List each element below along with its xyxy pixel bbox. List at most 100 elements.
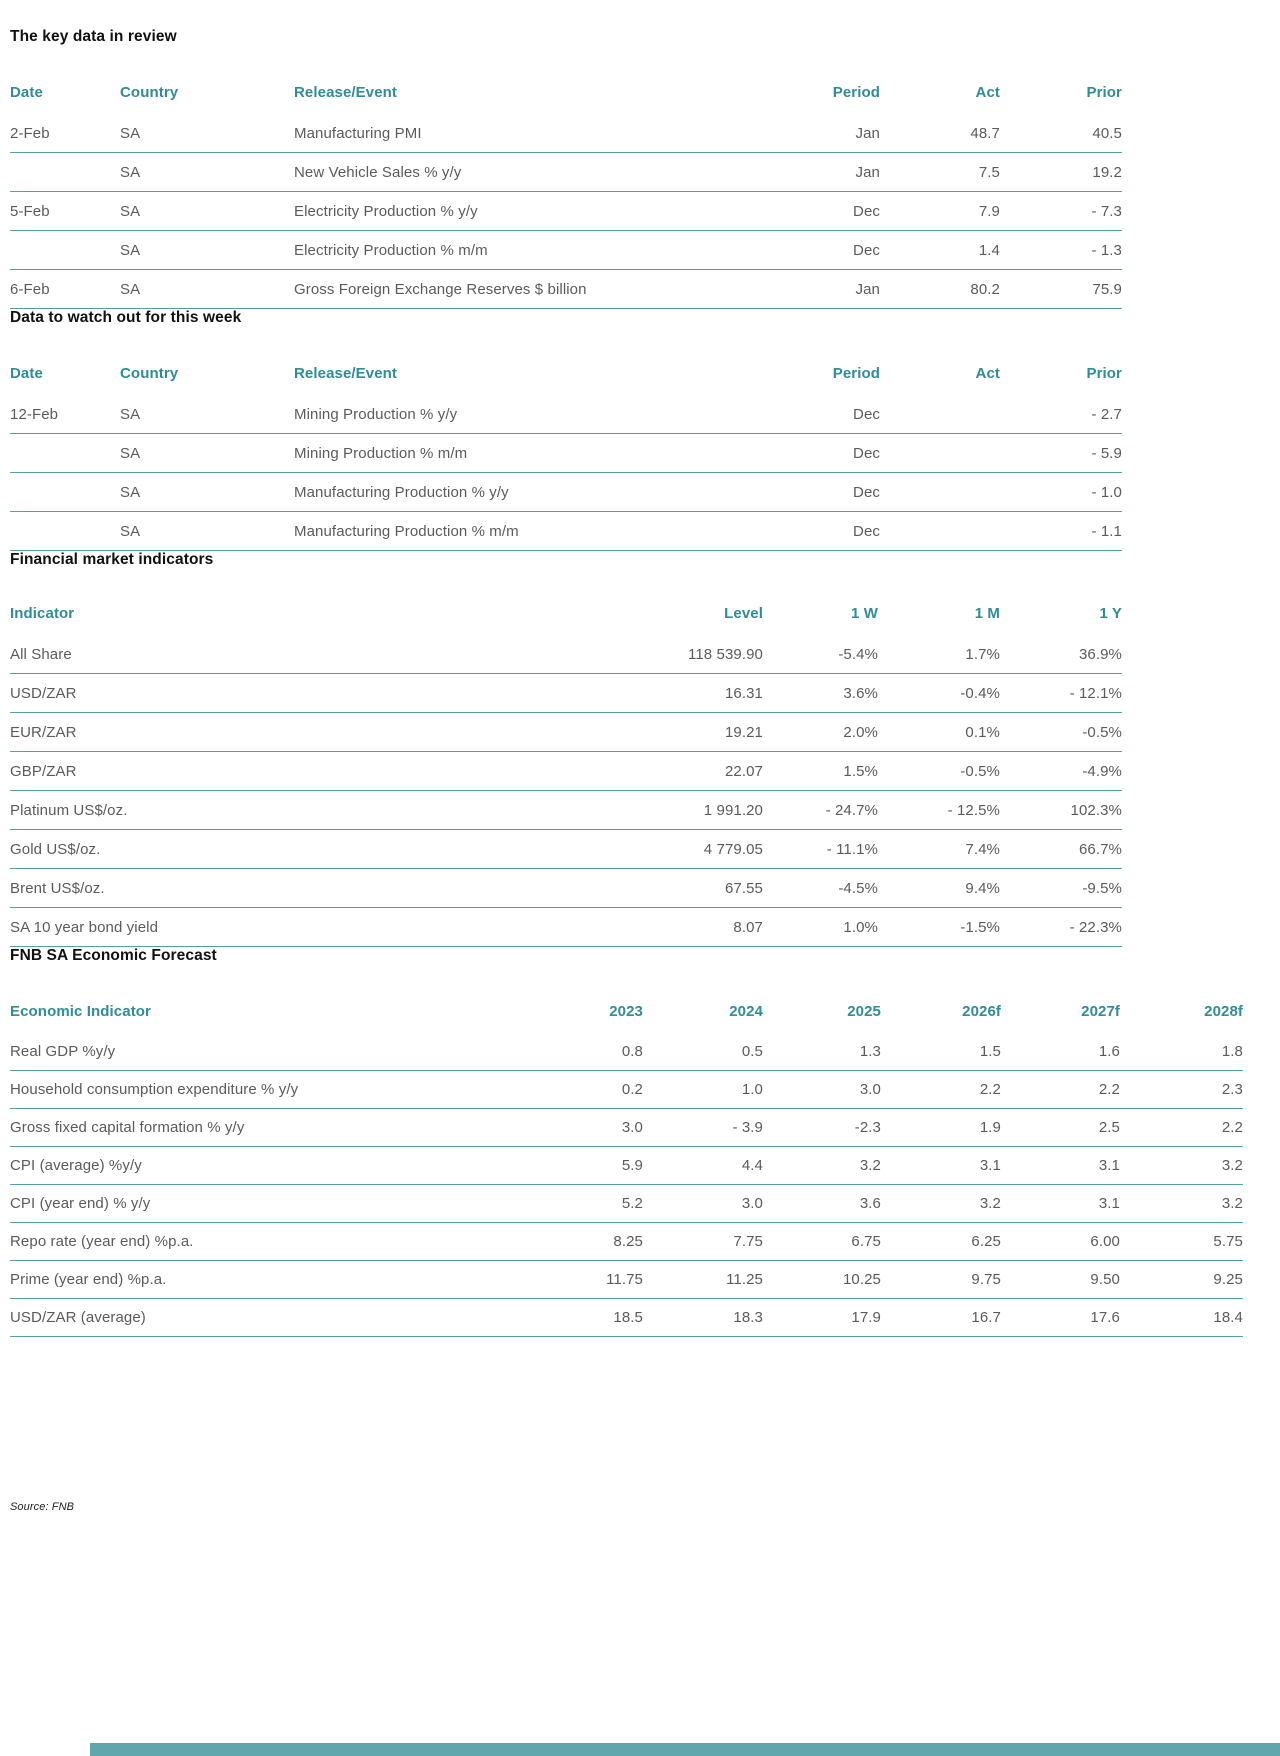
table-cell: 1.0% [763, 907, 878, 947]
table-cell: 5.75 [1120, 1222, 1243, 1261]
table-cell: SA [120, 269, 294, 309]
table-cell: 6.25 [881, 1222, 1001, 1261]
table-cell: 18.4 [1120, 1298, 1243, 1337]
table-cell: Gold US$/oz. [10, 829, 470, 869]
column-header: Economic Indicator [10, 1002, 151, 1020]
table-cell: 2.0% [763, 712, 878, 752]
table-row: All Share 118 539.90 -5.4% 1.7% 36.9% [10, 635, 1122, 674]
section-data-to-watch: Data to watch out for this week Date Coun… [10, 309, 1280, 551]
table-cell: 11.25 [643, 1260, 763, 1299]
key-data-table: Date Country Release/Event Period Act Prior 2… [10, 70, 1122, 309]
table-cell: SA [120, 191, 294, 231]
table-cell [10, 230, 120, 270]
table-row: CPI (average) %y/y 5.9 4.4 3.2 3.1 3.1 3.2 [10, 1146, 1243, 1185]
table-cell: 2.2 [1001, 1070, 1120, 1109]
table-row: 2-Feb SA Manufacturing PMI Jan 48.7 40.5 [10, 114, 1122, 153]
table-row: SA New Vehicle Sales % y/y Jan 7.5 19.2 [10, 152, 1122, 192]
table-cell: 1.6 [1001, 1033, 1120, 1071]
table-cell: 1 991.20 [470, 790, 763, 830]
table-cell: -4.9% [1000, 751, 1122, 791]
table-cell: Mining Production % m/m [294, 433, 760, 473]
table-cell: 75.9 [1000, 269, 1122, 309]
table-cell: Manufacturing Production % y/y [294, 472, 760, 512]
table-cell: 19.2 [1000, 152, 1122, 192]
table-cell: 1.4 [880, 230, 1000, 270]
column-header: Date [10, 364, 43, 382]
table-cell: Dec [760, 191, 880, 231]
table-row: 6-Feb SA Gross Foreign Exchange Reserves $… [10, 269, 1122, 309]
column-header: 2024 [729, 1002, 763, 1020]
table-cell: All Share [10, 635, 470, 674]
table-cell: - 7.3 [1000, 191, 1122, 231]
table-cell: SA [120, 472, 294, 512]
table-cell [10, 472, 120, 512]
table-cell: Platinum US$/oz. [10, 790, 470, 830]
table-cell: -2.3 [763, 1108, 881, 1147]
table-cell: 67.55 [470, 868, 763, 908]
section-title: Financial market indicators [10, 551, 214, 568]
table-cell: Dec [760, 433, 880, 473]
table-cell: SA [120, 230, 294, 270]
table-header-row: Date Country Release/Event Period Act Prior [10, 70, 1122, 114]
table-cell: 18.3 [643, 1298, 763, 1337]
table-cell: SA 10 year bond yield [10, 907, 470, 947]
table-cell: 0.8 [440, 1033, 643, 1071]
table-cell: Real GDP %y/y [10, 1033, 440, 1071]
column-header: Prior [1086, 83, 1122, 101]
table-cell: -5.4% [763, 635, 878, 674]
table-cell: - 12.1% [1000, 673, 1122, 713]
table-cell: - 12.5% [878, 790, 1000, 830]
table-row: 12-Feb SA Mining Production % y/y Dec - 2.7 [10, 395, 1122, 434]
table-cell: 12-Feb [10, 395, 120, 434]
column-header: 1 M [974, 604, 1000, 622]
table-cell: Jan [760, 152, 880, 192]
table-cell: 19.21 [470, 712, 763, 752]
table-cell: 3.2 [1120, 1146, 1243, 1185]
table-cell: EUR/ZAR [10, 712, 470, 752]
section-title: The key data in review [10, 28, 177, 45]
table-cell: 3.1 [881, 1146, 1001, 1185]
table-cell [880, 472, 1000, 512]
table-cell: 2-Feb [10, 114, 120, 153]
table-cell: GBP/ZAR [10, 751, 470, 791]
table-row: Platinum US$/oz. 1 991.20- 24.7% - 12.5% 10… [10, 790, 1122, 830]
table-cell: 1.9 [881, 1108, 1001, 1147]
table-cell [880, 395, 1000, 434]
table-cell [10, 152, 120, 192]
column-header: Period [832, 83, 880, 101]
table-row: Brent US$/oz. 67.55 -4.5% 9.4% -9.5% [10, 868, 1122, 908]
table-cell: 7.75 [643, 1222, 763, 1261]
table-cell: Dec [760, 511, 880, 551]
table-cell [880, 433, 1000, 473]
table-cell: Prime (year end) %p.a. [10, 1260, 440, 1299]
financial-indicators-table: Indicator Level 1 W 1 M 1 Y All Share 118 539… [10, 591, 1122, 947]
column-header: Act [975, 83, 1000, 101]
table-cell: 3.0 [643, 1184, 763, 1223]
column-header: 2028f [1204, 1002, 1243, 1020]
table-cell: Electricity Production % y/y [294, 191, 760, 231]
column-header: Level [724, 604, 763, 622]
table-cell: 1.5% [763, 751, 878, 791]
column-header: Release/Event [294, 83, 398, 101]
table-cell: - 2.7 [1000, 395, 1122, 434]
data-to-watch-table: Date Country Release/Event Period Act Prior 1… [10, 351, 1122, 551]
table-cell: - 3.9 [643, 1108, 763, 1147]
table-row: USD/ZAR (average) 18.5 18.3 17.9 16.7 17.6 18.… [10, 1298, 1243, 1337]
table-row: 5-Feb SA Electricity Production % y/y Dec 7.… [10, 191, 1122, 231]
table-cell: 0.2 [440, 1070, 643, 1109]
table-cell: Electricity Production % m/m [294, 230, 760, 270]
table-row: Repo rate (year end) %p.a. 8.25 7.75 6.75 6.… [10, 1222, 1243, 1261]
column-header: Date [10, 83, 43, 101]
section-economic-forecast: FNB SA Economic Forecast Economic Indica… [10, 947, 1280, 1337]
table-cell: -0.5% [878, 751, 1000, 791]
table-cell: 3.2 [1120, 1184, 1243, 1223]
table-cell: 9.4% [878, 868, 1000, 908]
table-cell: - 24.7% [763, 790, 878, 830]
table-cell: 22.07 [470, 751, 763, 791]
table-cell: SA [120, 395, 294, 434]
table-cell: 6.00 [1001, 1222, 1120, 1261]
table-cell: 11.75 [440, 1260, 643, 1299]
table-cell: 118 539.90 [470, 635, 763, 674]
table-cell: 18.5 [440, 1298, 643, 1337]
table-row: CPI (year end) % y/y 5.2 3.0 3.6 3.2 3.1 3.2 [10, 1184, 1243, 1223]
